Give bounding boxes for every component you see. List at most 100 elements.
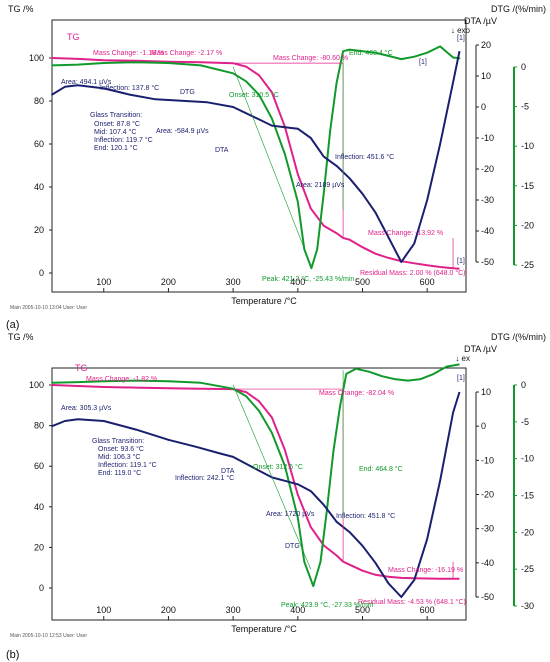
annotation: Inflection: 137.8 °C (100, 84, 159, 92)
tg-tick-label: 40 (34, 502, 44, 512)
data-point-dta (232, 106, 235, 108)
annotation: Mass Change: -1.82 % (86, 376, 157, 383)
dta-tick-label: -30 (481, 524, 494, 534)
annotation: Inflection: 451.8 °C (336, 512, 395, 520)
data-point-dtg (303, 560, 306, 563)
dta-tick-label: -40 (481, 558, 494, 568)
tg-tick-label: 20 (34, 542, 44, 552)
tg-tick-label: 0 (39, 583, 44, 593)
dta-tick-label: 10 (481, 71, 491, 81)
annotation: Mass Change: -80.60 % (273, 55, 348, 62)
annotation: Mass Change: -13.92 % (368, 230, 443, 237)
data-point-dtg (258, 93, 260, 96)
tg-axis-title: TG /% (8, 4, 34, 14)
data-point-tg (309, 207, 312, 210)
annotation: End: 464.8 °C (359, 465, 403, 473)
series-line-tg (51, 384, 460, 580)
annotation: Mass Change: -16.19 % (388, 567, 463, 574)
tg-tick-label: 60 (34, 461, 44, 471)
data-point-tg (51, 57, 53, 59)
x-tick-label: 300 (226, 605, 241, 615)
data-point-dtg (332, 450, 335, 453)
annotation: [1] (457, 258, 465, 265)
dtg-tick-label: -10 (521, 454, 534, 464)
annotation: DTA (215, 147, 229, 154)
data-point-tg (167, 387, 170, 390)
annotation: End: 120.1 °C (94, 144, 138, 152)
annotation: Onset: 312.5 °C (253, 463, 303, 471)
dta-tick-label: -10 (481, 455, 494, 465)
x-tick-label: 600 (420, 605, 435, 615)
onset-tangent (232, 384, 312, 570)
plot-frame (51, 19, 467, 293)
dta-tick-label: 20 (481, 40, 491, 50)
annotation: [1] (419, 59, 427, 66)
data-point-dta (335, 520, 338, 523)
x-tick-label: 100 (96, 277, 111, 287)
data-point-tg (400, 576, 403, 579)
series-line-dtg (51, 45, 460, 270)
data-point-dtg (368, 370, 370, 373)
annotation: Area: -584.9 µVs (156, 128, 209, 135)
data-point-dtg (51, 381, 53, 384)
x-tick-label: 400 (290, 605, 305, 615)
footer-text: Main 2005-10-10 13:04 User: User (10, 305, 87, 311)
dtg-tick-label: -20 (521, 527, 534, 537)
data-point-dtg (167, 380, 170, 383)
annotation: Peak: 421.2 °C, -25.43 %/min (262, 275, 354, 283)
annotation: Onset: 310.5 °C (229, 91, 279, 99)
exo-label: ↓ exo (451, 26, 471, 35)
dtg-tick-label: 0 (521, 62, 526, 72)
dta-tick-label: -20 (481, 490, 494, 500)
dtg-axis-title: DTG /(%/min) (491, 4, 546, 14)
data-point-dtg (51, 64, 53, 67)
annotation: Onset: 93.6 °C (98, 445, 144, 453)
data-point-dtg (329, 129, 332, 132)
x-tick-label: 400 (290, 277, 305, 287)
data-point-tg (309, 526, 312, 528)
annotation: TG (67, 32, 80, 42)
annotation: End: 468.4 °C (349, 49, 393, 57)
data-point-tg (348, 563, 351, 566)
annotation: End: 119.0 °C (98, 469, 141, 477)
dta-tick-label: -50 (481, 257, 494, 267)
data-point-dta (296, 127, 299, 130)
annotation: Mass Change: -2.17 % (151, 50, 222, 57)
annotation: Onset: 87.8 °C (94, 120, 140, 128)
data-point-tg (258, 400, 260, 403)
tg-tick-label: 60 (34, 139, 44, 149)
chart-panel-a: TG /% DTG /(%/min) DTA /µV Temperature /°C ↓… (6, 4, 546, 331)
data-point-dta (387, 236, 390, 239)
tg-tick-label: 0 (39, 268, 44, 278)
data-point-dta (135, 428, 137, 431)
tg-tick-label: 100 (29, 53, 44, 63)
x-tick-label: 200 (161, 605, 176, 615)
dta-tick-label: -30 (481, 195, 494, 205)
data-point-dtg (419, 378, 422, 381)
series-line-dta (51, 50, 461, 263)
annotation: Mid: 107.4 °C (94, 128, 137, 136)
tg-tick-label: 20 (34, 225, 44, 235)
dtg-tick-label: -15 (521, 491, 534, 501)
annotation: Inflection: 119.7 °C (94, 136, 153, 144)
dta-tick-label: 10 (481, 387, 491, 397)
onset-tangent (232, 66, 312, 266)
tg-tick-label: 100 (29, 380, 44, 390)
annotation: Mass Change: -1.18 % (93, 50, 164, 57)
dta-tick-label: 0 (481, 421, 486, 431)
x-tick-label: 300 (226, 277, 241, 287)
x-tick-label: 600 (420, 277, 435, 287)
x-tick-label: 500 (355, 605, 370, 615)
data-point-dta (296, 483, 299, 486)
dtg-tick-label: 0 (521, 380, 526, 390)
data-point-dta (387, 582, 390, 585)
data-point-tg (51, 384, 53, 386)
x-tick-label: 500 (355, 277, 370, 287)
panel-label: (a) (6, 319, 19, 331)
data-point-tg (348, 238, 351, 241)
data-point-dtg (361, 50, 364, 53)
annotation: Glass Transition: (92, 438, 144, 445)
dta-axis-title: DTA /µV (464, 16, 497, 26)
dtg-tick-label: -5 (521, 417, 529, 427)
data-point-dta (335, 165, 338, 167)
